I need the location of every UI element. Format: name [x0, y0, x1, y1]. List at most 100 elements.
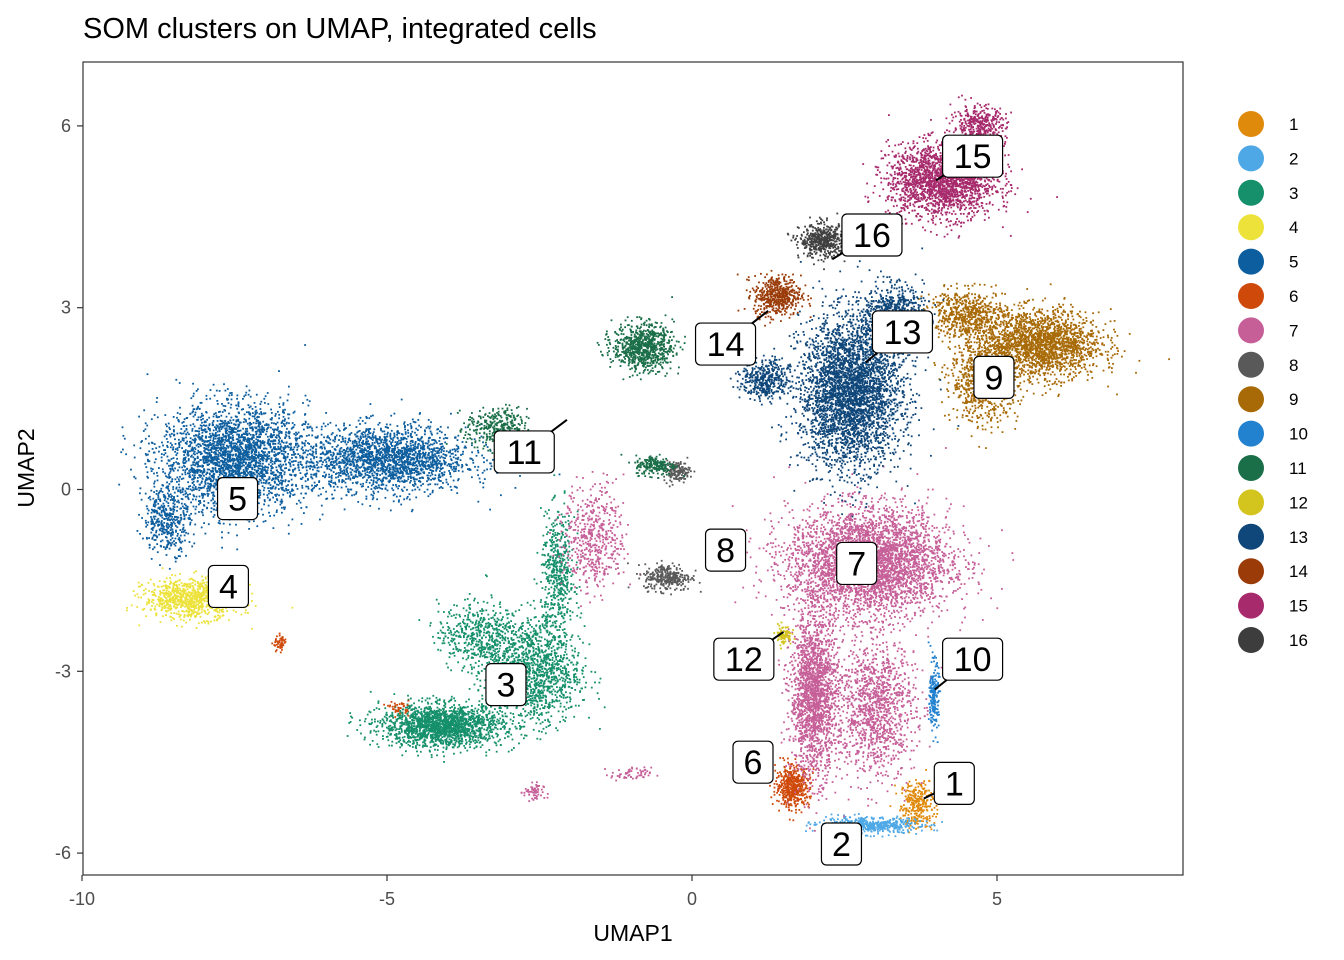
point-cluster-3	[514, 623, 516, 625]
point-cluster-3	[399, 746, 401, 748]
point-cluster-3	[376, 734, 378, 736]
point-cluster-1	[936, 813, 938, 815]
point-cluster-3	[584, 625, 586, 627]
point-cluster-3	[559, 607, 561, 609]
point-cluster-3	[546, 566, 548, 568]
point-cluster-3	[510, 712, 512, 714]
point-cluster-3	[523, 661, 525, 663]
point-cluster-3	[493, 650, 495, 652]
point-cluster-3	[477, 616, 479, 618]
point-cluster-3	[427, 702, 429, 704]
point-cluster-3	[464, 732, 466, 734]
point-cluster-1	[929, 820, 931, 822]
point-cluster-3	[369, 744, 371, 746]
point-cluster-3	[545, 601, 547, 603]
point-cluster-3	[443, 761, 445, 763]
point-cluster-3	[481, 720, 483, 722]
point-cluster-2	[830, 819, 832, 821]
point-cluster-2	[893, 830, 895, 832]
point-cluster-3	[458, 704, 460, 706]
point-cluster-3	[440, 650, 442, 652]
point-cluster-3	[472, 613, 474, 615]
point-cluster-3	[521, 734, 523, 736]
point-cluster-3	[398, 731, 400, 733]
point-cluster-3	[462, 667, 464, 669]
point-cluster-3	[564, 606, 566, 608]
point-cluster-3	[447, 728, 449, 730]
point-cluster-3	[560, 598, 562, 600]
point-cluster-3	[458, 727, 460, 729]
point-cluster-3	[467, 724, 469, 726]
point-cluster-3	[582, 642, 584, 644]
point-cluster-3	[513, 650, 515, 652]
point-cluster-3	[449, 736, 451, 738]
point-cluster-3	[558, 599, 560, 601]
point-cluster-1	[924, 793, 926, 795]
point-cluster-3	[461, 712, 463, 714]
point-cluster-2	[890, 825, 892, 827]
point-cluster-3	[529, 676, 531, 678]
point-cluster-3	[469, 711, 471, 713]
point-cluster-3	[548, 509, 550, 511]
point-cluster-3	[467, 614, 469, 616]
point-cluster-3	[565, 562, 567, 564]
point-cluster-3	[560, 640, 562, 642]
point-cluster-3	[392, 722, 394, 724]
point-cluster-3	[536, 640, 538, 642]
point-cluster-3	[397, 718, 399, 720]
point-cluster-3	[449, 738, 451, 740]
point-cluster-3	[551, 587, 553, 589]
point-cluster-3	[544, 680, 546, 682]
point-cluster-3	[448, 701, 450, 703]
point-cluster-3	[518, 722, 520, 724]
point-cluster-3	[509, 728, 511, 730]
point-cluster-3	[484, 736, 486, 738]
point-cluster-3	[554, 590, 556, 592]
point-cluster-3	[555, 727, 557, 729]
point-cluster-3	[418, 706, 420, 708]
point-cluster-3	[496, 736, 498, 738]
point-cluster-3	[509, 625, 511, 627]
point-cluster-3	[555, 627, 557, 629]
point-cluster-3	[453, 717, 455, 719]
point-cluster-3	[472, 649, 474, 651]
point-cluster-3	[542, 625, 544, 627]
point-cluster-3	[469, 746, 471, 748]
point-cluster-3	[545, 696, 547, 698]
point-cluster-3	[445, 735, 447, 737]
point-cluster-3	[479, 656, 481, 658]
point-cluster-3	[484, 738, 486, 740]
point-cluster-3	[477, 712, 479, 714]
point-cluster-3	[469, 607, 471, 609]
point-cluster-3	[465, 649, 467, 651]
point-cluster-3	[543, 627, 545, 629]
point-cluster-3	[473, 667, 475, 669]
point-cluster-3	[399, 733, 401, 735]
point-cluster-3	[406, 730, 408, 732]
point-cluster-3	[544, 651, 546, 653]
point-cluster-1	[918, 782, 920, 784]
point-cluster-3	[485, 755, 487, 757]
point-cluster-3	[591, 687, 593, 689]
point-cluster-3	[461, 631, 463, 633]
point-cluster-3	[559, 590, 561, 592]
point-cluster-2	[901, 822, 903, 824]
point-cluster-1	[921, 786, 923, 788]
point-cluster-3	[521, 645, 523, 647]
point-cluster-3	[567, 540, 569, 542]
point-cluster-3	[451, 731, 453, 733]
point-cluster-3	[404, 715, 406, 717]
point-cluster-3	[531, 662, 533, 664]
point-cluster-3	[462, 621, 464, 623]
point-cluster-3	[524, 640, 526, 642]
point-cluster-3	[475, 736, 477, 738]
point-cluster-3	[526, 714, 528, 716]
point-cluster-3	[452, 652, 454, 654]
point-cluster-1	[932, 815, 934, 817]
point-cluster-3	[430, 720, 432, 722]
point-cluster-3	[477, 717, 479, 719]
point-cluster-3	[546, 573, 548, 575]
point-cluster-1	[925, 826, 927, 828]
point-cluster-3	[547, 564, 549, 566]
point-cluster-1	[909, 781, 911, 783]
